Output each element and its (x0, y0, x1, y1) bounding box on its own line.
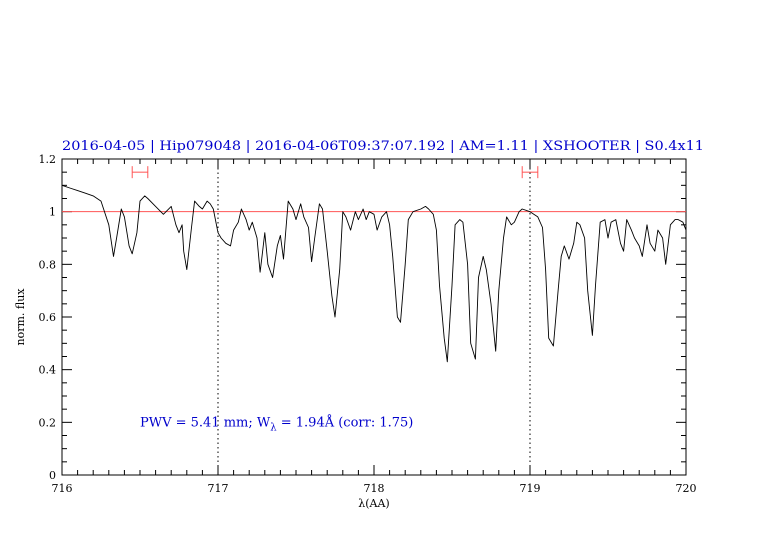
y-tick-label: 1 (49, 206, 56, 219)
y-tick-label: 1.2 (39, 153, 57, 166)
y-tick-label: 0 (49, 469, 56, 482)
x-tick-label: 718 (364, 482, 385, 495)
spectrum-line (61, 184, 687, 363)
x-tick-label: 719 (520, 482, 541, 495)
y-tick-label: 0.8 (39, 258, 57, 271)
x-axis-label: λ(AA) (358, 497, 389, 510)
y-tick-label: 0.2 (39, 416, 57, 429)
vertical-markers (217, 159, 531, 475)
spectrum-series (61, 184, 687, 363)
y-tick-label: 0.4 (39, 364, 57, 377)
annotation-subscript: λ (270, 422, 277, 433)
pwv-annotation: PWV = 5.41 mm; Wλ = 1.94Å (corr: 1.75) (140, 414, 413, 433)
x-tick-label: 716 (52, 482, 73, 495)
x-tick-labels: 716 717 718 719 720 (52, 482, 697, 495)
chart-header: 2016-04-05 | Hip079048 | 2016-04-06T09:3… (62, 139, 704, 154)
x-tick-label: 720 (676, 482, 697, 495)
y-tick-labels: 0 0.2 0.4 0.6 0.8 1 1.2 (39, 153, 57, 482)
range-marker (131, 166, 149, 179)
annotation-suffix: = 1.94Å (corr: 1.75) (277, 414, 414, 430)
range-marker (521, 166, 539, 179)
x-tick-label: 717 (208, 482, 229, 495)
range-markers (131, 166, 539, 179)
annotation-prefix: PWV = 5.41 mm; W (140, 415, 271, 430)
y-tick-label: 0.6 (39, 311, 57, 324)
y-axis-label: norm. flux (14, 288, 27, 346)
